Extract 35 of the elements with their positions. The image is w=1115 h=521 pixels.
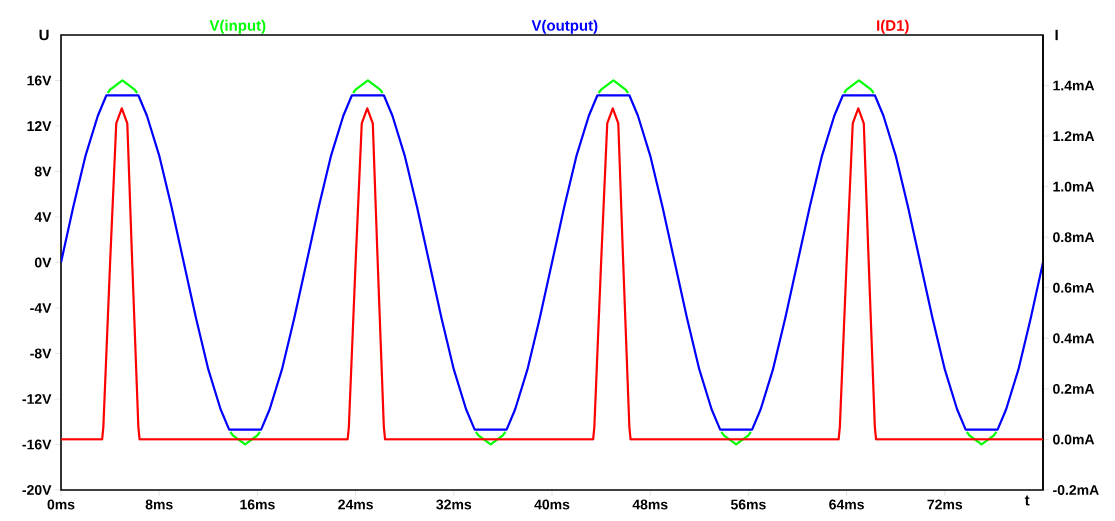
y-tick-label: -4V <box>30 303 52 313</box>
x-tick-label: 56ms <box>730 499 766 510</box>
y-tick-label: -12V <box>22 394 52 404</box>
y2-tick-label: 0.6mA <box>1053 282 1095 293</box>
y2-tick-label: 0.0mA <box>1053 434 1095 445</box>
x-tick-label: 64ms <box>829 499 864 510</box>
y-axis-title: U <box>39 29 49 41</box>
y2-axis-title: I <box>1055 29 1058 41</box>
x-tick-label: 72ms <box>927 499 963 510</box>
y2-tick-label: 0.8mA <box>1053 232 1095 243</box>
text: I(D1) <box>877 19 909 34</box>
text: V(output) <box>531 19 598 34</box>
y-tick-label: 4V <box>34 212 52 222</box>
x-tick-label: 48ms <box>632 499 668 510</box>
x-tick-label: 0ms <box>47 499 75 510</box>
y-tick-label: 12V <box>27 121 52 131</box>
y2-tick-label: 1.4mA <box>1053 80 1095 91</box>
x-tick-label: 8ms <box>145 499 173 510</box>
y-tick-label: 16V <box>27 75 52 86</box>
y-tick-label: -16V <box>22 439 52 450</box>
y2-tick-label: -0.2mA <box>1053 485 1099 495</box>
x-tick-label: 40ms <box>534 499 570 510</box>
y2-tick-label: 1.0mA <box>1053 181 1095 192</box>
y2-tick-label: 0.2mA <box>1053 383 1095 394</box>
x-tick-label: 16ms <box>240 499 275 510</box>
x-axis-title: t <box>1024 495 1030 506</box>
text: V(input) <box>209 19 266 34</box>
y-tick-label: 8V <box>34 166 52 177</box>
y2-tick-label: 1.2mA <box>1053 131 1095 141</box>
y-tick-label: -8V <box>30 348 52 359</box>
y-tick-label: -20V <box>22 485 52 495</box>
x-tick-label: 24ms <box>338 499 373 510</box>
y-tick-label: 0V <box>34 257 52 268</box>
x-tick-label: 32ms <box>436 499 472 510</box>
y2-tick-label: 0.4mA <box>1053 333 1095 344</box>
